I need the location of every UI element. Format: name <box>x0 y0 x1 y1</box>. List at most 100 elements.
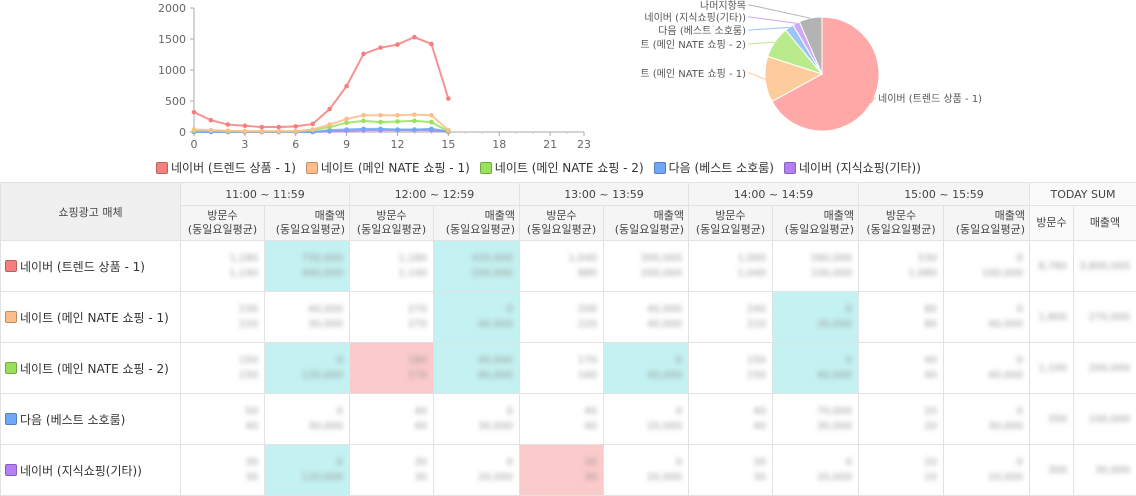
x-tick-label: 21 <box>543 138 557 151</box>
data-point[interactable] <box>378 45 383 50</box>
current-value: 0 <box>944 251 1023 266</box>
legend-label: 네이트 (메인 NATE 쇼핑 - 2) <box>495 159 644 176</box>
subheader-avg-label: (동일요일평균) <box>181 223 264 237</box>
data-point[interactable] <box>395 127 400 132</box>
pie-label: 네이버 (트렌드 상품 - 1) <box>878 93 982 105</box>
data-point[interactable] <box>192 110 197 115</box>
data-point[interactable] <box>209 118 214 123</box>
data-point[interactable] <box>276 125 281 130</box>
today-value: 200,000 <box>1074 361 1130 376</box>
data-point[interactable] <box>361 119 366 124</box>
data-point[interactable] <box>361 127 366 132</box>
data-point[interactable] <box>327 107 332 112</box>
data-point[interactable] <box>310 122 315 127</box>
today-value: 1,800 <box>1030 310 1067 325</box>
data-point[interactable] <box>293 129 298 134</box>
data-point[interactable] <box>395 119 400 124</box>
data-point[interactable] <box>344 117 349 122</box>
data-point[interactable] <box>344 84 349 89</box>
period-header-14: 14:00 ~ 14:59 <box>689 183 859 206</box>
data-point[interactable] <box>412 112 417 117</box>
data-point[interactable] <box>192 127 197 132</box>
current-value: 1,040 <box>520 251 597 266</box>
data-point[interactable] <box>209 128 214 133</box>
data-point[interactable] <box>412 127 417 132</box>
subheader-label: 매출액 <box>604 209 684 223</box>
data-point[interactable] <box>412 119 417 124</box>
current-value: 0 <box>434 404 513 419</box>
average-value: 10,000 <box>944 470 1023 485</box>
average-value: 30 <box>350 470 427 485</box>
data-point[interactable] <box>429 113 434 118</box>
current-value: 750,000 <box>265 251 343 266</box>
legend-item-naver-trend[interactable]: 네이버 (트렌드 상품 - 1) <box>156 159 296 176</box>
data-point[interactable] <box>276 129 281 134</box>
subheader-label: 매출액 <box>434 209 515 223</box>
data-point[interactable] <box>395 113 400 118</box>
average-value: 20,000 <box>604 470 682 485</box>
data-point[interactable] <box>243 129 248 134</box>
current-value: 300,000 <box>604 251 682 266</box>
today-sales-cell: 270,000 <box>1074 292 1136 343</box>
data-point[interactable] <box>344 127 349 132</box>
row-label: 네이버 (트렌드 상품 - 1) <box>1 241 181 292</box>
today-visits-header: 방문수 <box>1030 206 1074 241</box>
average-value: 120,000 <box>265 470 343 485</box>
row-label: 네이버 (지식쇼핑(기타)) <box>1 445 181 496</box>
data-point[interactable] <box>293 124 298 129</box>
data-point[interactable] <box>378 113 383 118</box>
average-value: 200,000 <box>434 266 513 281</box>
data-point[interactable] <box>446 96 451 101</box>
subheader-avg-label: (동일요일평균) <box>350 223 433 237</box>
data-point[interactable] <box>260 125 265 130</box>
x-tick-label: 6 <box>292 138 299 151</box>
subheader-avg-label: (동일요일평균) <box>773 223 854 237</box>
period-header-12: 12:00 ~ 12:59 <box>350 183 520 206</box>
average-value: 40 <box>689 419 766 434</box>
average-value: 150 <box>181 368 258 383</box>
subheader-avg-label: (동일요일평균) <box>520 223 603 237</box>
data-point[interactable] <box>310 127 315 132</box>
data-point[interactable] <box>429 120 434 125</box>
y-tick-label: 2000 <box>158 2 186 15</box>
average-value: 160 <box>520 368 597 383</box>
data-point[interactable] <box>361 113 366 118</box>
data-point[interactable] <box>260 129 265 134</box>
legend-item-nate-main-1[interactable]: 네이트 (메인 NATE 쇼핑 - 1) <box>306 159 470 176</box>
subheader-label: 방문수 <box>689 209 772 223</box>
data-point[interactable] <box>395 42 400 47</box>
sales-avg-header: 매출액(동일요일평균) <box>265 206 350 241</box>
data-point[interactable] <box>378 127 383 132</box>
data-point[interactable] <box>361 52 366 57</box>
average-value: 220 <box>689 317 766 332</box>
legend-item-daum-best[interactable]: 다음 (베스트 소호룸) <box>654 159 774 176</box>
data-point[interactable] <box>429 42 434 47</box>
legend-swatch-daum-best <box>654 162 666 174</box>
legend-item-naver-knowledge[interactable]: 네이버 (지식쇼핑(기타)) <box>784 159 921 176</box>
data-point[interactable] <box>446 128 451 133</box>
data-point[interactable] <box>378 120 383 125</box>
data-point[interactable] <box>327 122 332 127</box>
data-point[interactable] <box>226 128 231 133</box>
current-value: 530 <box>859 251 937 266</box>
pie-connector <box>748 73 765 79</box>
data-point[interactable] <box>226 122 231 127</box>
today-sum-header: TODAY SUM <box>1030 183 1136 206</box>
current-value: 0 <box>944 353 1023 368</box>
data-point[interactable] <box>243 124 248 129</box>
legend-item-nate-main-2[interactable]: 네이트 (메인 NATE 쇼핑 - 2) <box>480 159 644 176</box>
data-point[interactable] <box>429 127 434 132</box>
pie-label: 트 (메인 NATE 쇼핑 - 2) <box>640 39 746 51</box>
data-point[interactable] <box>412 35 417 40</box>
